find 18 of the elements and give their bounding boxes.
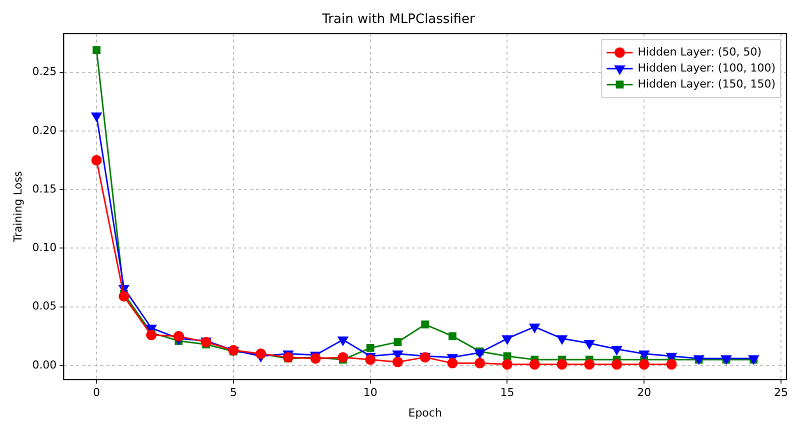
y-tick-label: 0.05 (32, 300, 57, 313)
x-tick-label: 25 (774, 386, 788, 400)
y-axis-title: Training Loss (11, 170, 24, 244)
y-tick-label: 0.25 (32, 65, 57, 78)
x-tick-label: 20 (637, 386, 652, 400)
x-tick-label: 5 (230, 386, 237, 400)
legend-label: Hidden Layer: (50, 50) (638, 45, 762, 58)
y-tick-label: 0.20 (32, 124, 57, 137)
chart-title: Train with MLPClassifier (321, 12, 476, 28)
legend-label: Hidden Layer: (150, 150) (638, 77, 776, 90)
x-tick-label: 10 (363, 386, 378, 400)
y-tick-label: 0.00 (32, 358, 57, 372)
legend-label: Hidden Layer: (100, 100) (638, 61, 776, 74)
x-tick-label: 15 (500, 386, 514, 400)
x-tick-label: 0 (93, 386, 100, 400)
x-axis-title: Epoch (408, 406, 442, 420)
y-tick-label: 0.10 (32, 241, 57, 254)
y-tick-label: 0.15 (32, 182, 57, 196)
